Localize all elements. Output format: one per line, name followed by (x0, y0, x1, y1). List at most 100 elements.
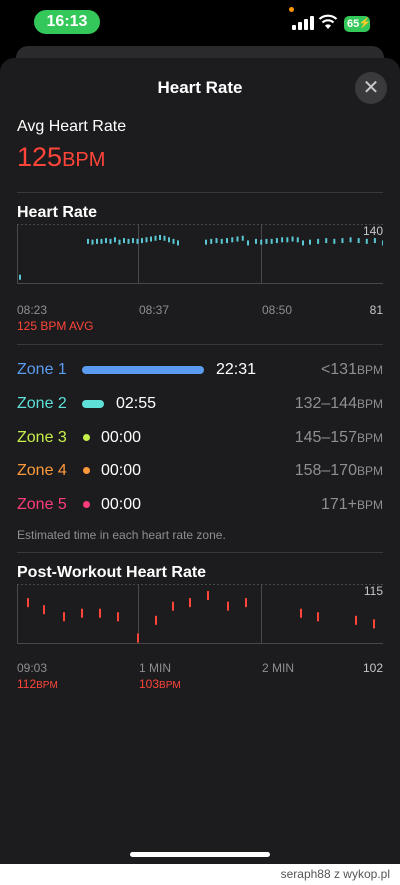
chart-data-point (357, 238, 360, 244)
chart-data-point (255, 238, 257, 244)
wifi-icon (318, 14, 338, 29)
chart-data-point (286, 237, 289, 243)
zone-name: Zone 3 (17, 429, 67, 446)
hr-y-min: 81 (369, 303, 383, 317)
chart-data-point (226, 238, 228, 244)
chart-data-point (137, 633, 139, 643)
chart-data-point (309, 239, 311, 245)
avg-value-unit: BPM (62, 149, 106, 171)
zone-range-unit: BPM (356, 431, 383, 445)
chart-data-point (227, 601, 229, 611)
post-x-label-0: 09:03 (17, 661, 48, 675)
chart-data-point (265, 238, 268, 244)
chart-data-point (270, 238, 273, 244)
post-workout-chart-title: Post-Workout Heart Rate (17, 564, 207, 581)
chart-data-point (317, 612, 319, 622)
chart-data-point (99, 608, 101, 618)
zone-name: Zone 1 (17, 361, 67, 378)
chart-data-point (207, 591, 209, 601)
chart-data-point (117, 612, 119, 622)
post-marker-1: 112BPM (17, 677, 58, 691)
chart-data-point (105, 238, 107, 244)
chart-data-point (27, 598, 29, 608)
zone-dot (83, 467, 90, 474)
zone-time: 02:55 (116, 395, 157, 412)
chart-data-point (355, 615, 357, 625)
status-bar: 16:13 65 ⚡ (0, 0, 400, 50)
heart-rate-chart[interactable]: 140 81 08:23 08:37 08:50 125 BPM AVG (17, 224, 384, 333)
chart-data-point (220, 238, 223, 244)
watermark-text: seraph88 z wykop.pl (280, 867, 390, 881)
zone-range: 132–144BPM (295, 395, 383, 413)
chart-data-point (172, 238, 175, 244)
zone-dot (83, 434, 90, 441)
avg-value-number: 125 (17, 142, 63, 172)
chart-data-point (275, 238, 278, 244)
post-y-max: 115 (363, 584, 383, 598)
chart-data-point (141, 238, 143, 244)
post-y-min: 102 (362, 661, 383, 675)
zone-row-4[interactable]: Zone 4 00:00 158–170BPM (17, 460, 383, 484)
chart-data-point (317, 238, 320, 244)
zone-range-unit: BPM (356, 397, 383, 411)
chart-data-point (159, 234, 161, 240)
chart-data-point (373, 619, 375, 629)
chart-data-point (155, 615, 157, 625)
chart-data-point (63, 612, 65, 622)
chart-data-point (87, 238, 89, 244)
home-indicator[interactable] (130, 852, 270, 857)
heart-rate-sheet: Heart Rate ✕ Avg Heart Rate 125BPM Heart… (0, 58, 400, 885)
watermark-footer: seraph88 z wykop.pl (0, 864, 400, 885)
zone-range: 171+BPM (321, 496, 383, 514)
chart-data-point (154, 235, 157, 241)
zone-dot (83, 501, 90, 508)
chart-data-point (118, 239, 121, 245)
post-marker-1-unit: BPM (36, 680, 58, 691)
chart-data-point (241, 235, 244, 241)
chart-data-point (382, 240, 384, 246)
heart-rate-chart-title: Heart Rate (17, 204, 98, 221)
zone-row-2[interactable]: Zone 2 02:55 132–144BPM (17, 393, 383, 417)
cellular-signal-icon (292, 16, 314, 30)
chart-data-point (163, 235, 166, 241)
hr-x-label-2: 08:50 (262, 303, 293, 317)
chart-data-point (81, 608, 83, 618)
camera-indicator-icon (289, 7, 294, 12)
chart-data-point (247, 240, 249, 246)
chart-data-point (96, 238, 98, 244)
chart-data-point (341, 238, 344, 244)
chart-data-point (123, 238, 125, 244)
zone-range: <131BPM (321, 361, 383, 379)
zone-row-3[interactable]: Zone 3 00:00 145–157BPM (17, 427, 383, 451)
zone-range-unit: BPM (356, 363, 383, 377)
status-time[interactable]: 16:13 (34, 10, 100, 34)
divider (17, 344, 383, 345)
battery-level: 65 (347, 18, 360, 30)
chart-data-point (245, 598, 247, 608)
post-x-label-2: 2 MIN (262, 661, 295, 675)
zone-range: 145–157BPM (295, 429, 383, 447)
zone-row-1[interactable]: Zone 1 22:31 <131BPM (17, 359, 383, 383)
close-button[interactable]: ✕ (355, 72, 387, 104)
zone-range-value: 171+ (320, 496, 357, 513)
chart-data-point (325, 238, 328, 244)
post-marker-1-value: 112 (17, 677, 37, 691)
chart-data-point (127, 238, 130, 244)
zone-row-5[interactable]: Zone 5 00:00 171+BPM (17, 494, 383, 518)
chart-data-point (43, 605, 45, 615)
zone-time: 00:00 (101, 462, 142, 479)
chart-data-point (349, 237, 352, 243)
chart-data-point (145, 237, 148, 243)
post-workout-chart[interactable]: 115 102 09:03 1 MIN 2 MIN 112BPM 103BPM (17, 584, 383, 691)
zone-bar (82, 366, 204, 374)
post-marker-2: 103BPM (139, 677, 181, 691)
chart-data-point (333, 238, 336, 244)
heart-rate-plot (17, 224, 384, 284)
post-x-label-1: 1 MIN (139, 661, 172, 675)
chart-data-point (205, 239, 207, 245)
chart-data-point (291, 236, 294, 242)
chart-data-point (189, 598, 191, 608)
zone-range-value: <131 (320, 361, 357, 378)
chart-data-point (109, 238, 112, 244)
zone-range-value: 145–157 (294, 429, 357, 446)
